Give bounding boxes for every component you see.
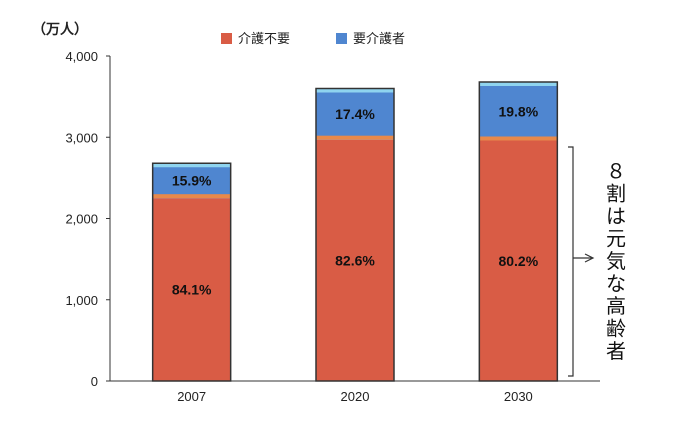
annotation-char: な	[606, 272, 626, 296]
bar-outline	[151, 162, 232, 382]
y-tick-label: 3,000	[65, 130, 98, 145]
x-axis-ticks: 2007 2020 2030	[177, 389, 533, 404]
segment-separator	[479, 136, 558, 141]
bar-segment-nursing-not-required	[316, 139, 394, 381]
bar-outline	[315, 87, 395, 382]
bar-segment-care-required	[152, 163, 231, 199]
unit-label: （万人）	[32, 21, 88, 38]
annotation-char: 気	[606, 249, 626, 273]
annotation-bracket	[568, 146, 595, 377]
annotation-char: 高	[606, 294, 626, 318]
annotation-char: 齢	[606, 317, 626, 341]
bracket-arrow-head	[584, 253, 595, 263]
y-tick-label: 4,000	[65, 49, 98, 64]
legend-swatch-nursing-not-required	[221, 33, 232, 44]
bar-outline	[478, 81, 559, 382]
bars: 84.1% 15.9% 82.6% 17.4% 80.2% 19.8%	[151, 81, 559, 382]
annotation-char: 割	[606, 182, 626, 206]
bar-segment-nursing-not-required	[152, 198, 231, 381]
bar-value-label: 17.4%	[335, 106, 375, 122]
bar-segment-care-required	[479, 82, 558, 141]
segment-separator	[316, 135, 394, 140]
annotation-char: は	[606, 204, 626, 228]
y-axis-ticks: 0 1,000 2,000 3,000 4,000	[65, 49, 110, 389]
bar-top-cap	[316, 88, 394, 93]
y-tick-label: 1,000	[65, 293, 98, 308]
legend: 介護不要 要介護者	[221, 31, 405, 47]
bar-value-label: 80.2%	[498, 253, 538, 269]
bar-value-label: 19.8%	[498, 103, 538, 119]
legend-swatch-care-required	[336, 33, 347, 44]
x-tick-label: 2020	[341, 389, 370, 404]
annotation-char: 者	[606, 339, 626, 363]
annotation-char: ８	[606, 159, 626, 183]
y-tick-label: 0	[91, 374, 98, 389]
bar-segment-nursing-not-required	[479, 140, 558, 381]
bar-segment-care-required	[316, 88, 394, 140]
legend-label-nursing-not-required: 介護不要	[238, 31, 290, 47]
bar-value-label: 84.1%	[172, 282, 212, 298]
x-tick-label: 2007	[177, 389, 206, 404]
y-tick-label: 2,000	[65, 212, 98, 227]
x-tick-label: 2030	[504, 389, 533, 404]
bar-top-cap	[479, 82, 558, 86]
annotation-char: 元	[606, 227, 626, 251]
bar-value-label: 82.6%	[335, 252, 375, 268]
segment-separator	[152, 194, 231, 199]
legend-label-care-required: 要介護者	[353, 31, 405, 47]
bracket-line	[568, 146, 574, 377]
bar-top-cap	[152, 163, 231, 168]
bar-value-label: 15.9%	[172, 173, 212, 189]
